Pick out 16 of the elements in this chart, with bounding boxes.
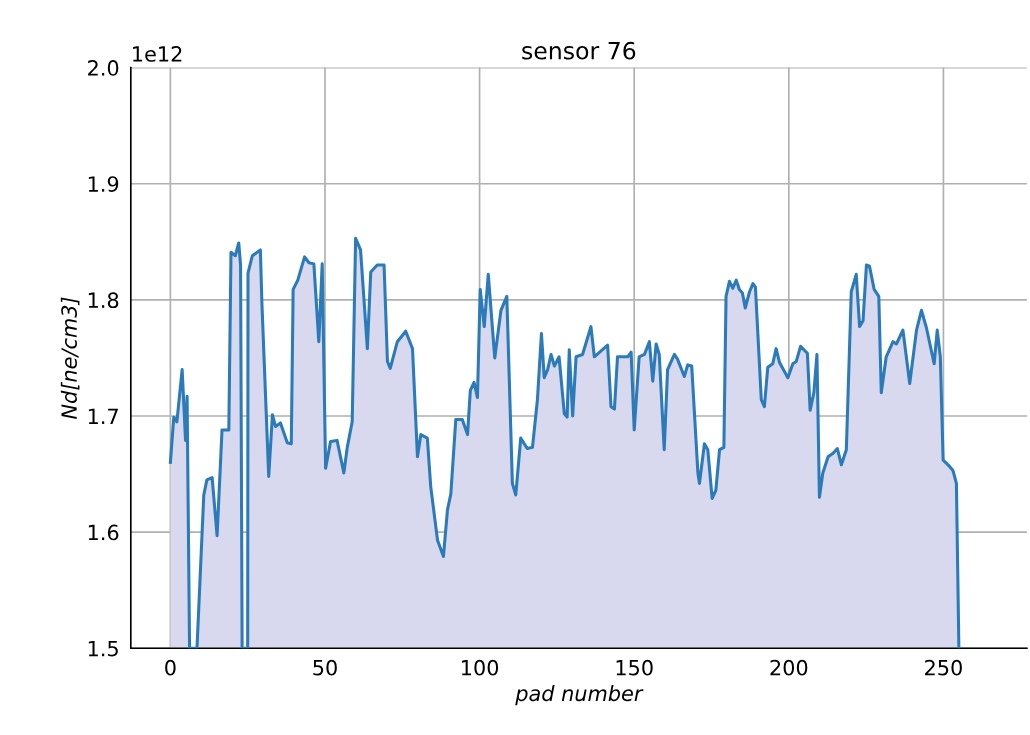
- y-tick-label: 2.0: [88, 60, 119, 76]
- x-tick-label: 250: [925, 659, 962, 676]
- x-tick-label: 0: [165, 659, 176, 676]
- chart-title: sensor 76: [522, 41, 636, 60]
- y-tick-label: 1.5: [88, 641, 118, 657]
- y-tick-label: 1.9: [88, 176, 119, 192]
- x-axis-title: pad number: [515, 685, 644, 706]
- y-axis-title: Nd[ne/cm3]: [60, 297, 80, 419]
- x-tick-label: 150: [616, 659, 653, 676]
- x-tick-label: 200: [770, 659, 808, 676]
- x-tick-label: 100: [462, 659, 499, 676]
- x-tick-label: 50: [313, 659, 337, 676]
- y-tick-label: 1.7: [88, 408, 118, 424]
- y-tick-label: 1.6: [88, 524, 119, 541]
- y-tick-label: 1.8: [88, 292, 119, 309]
- text: 1e12: [133, 46, 182, 62]
